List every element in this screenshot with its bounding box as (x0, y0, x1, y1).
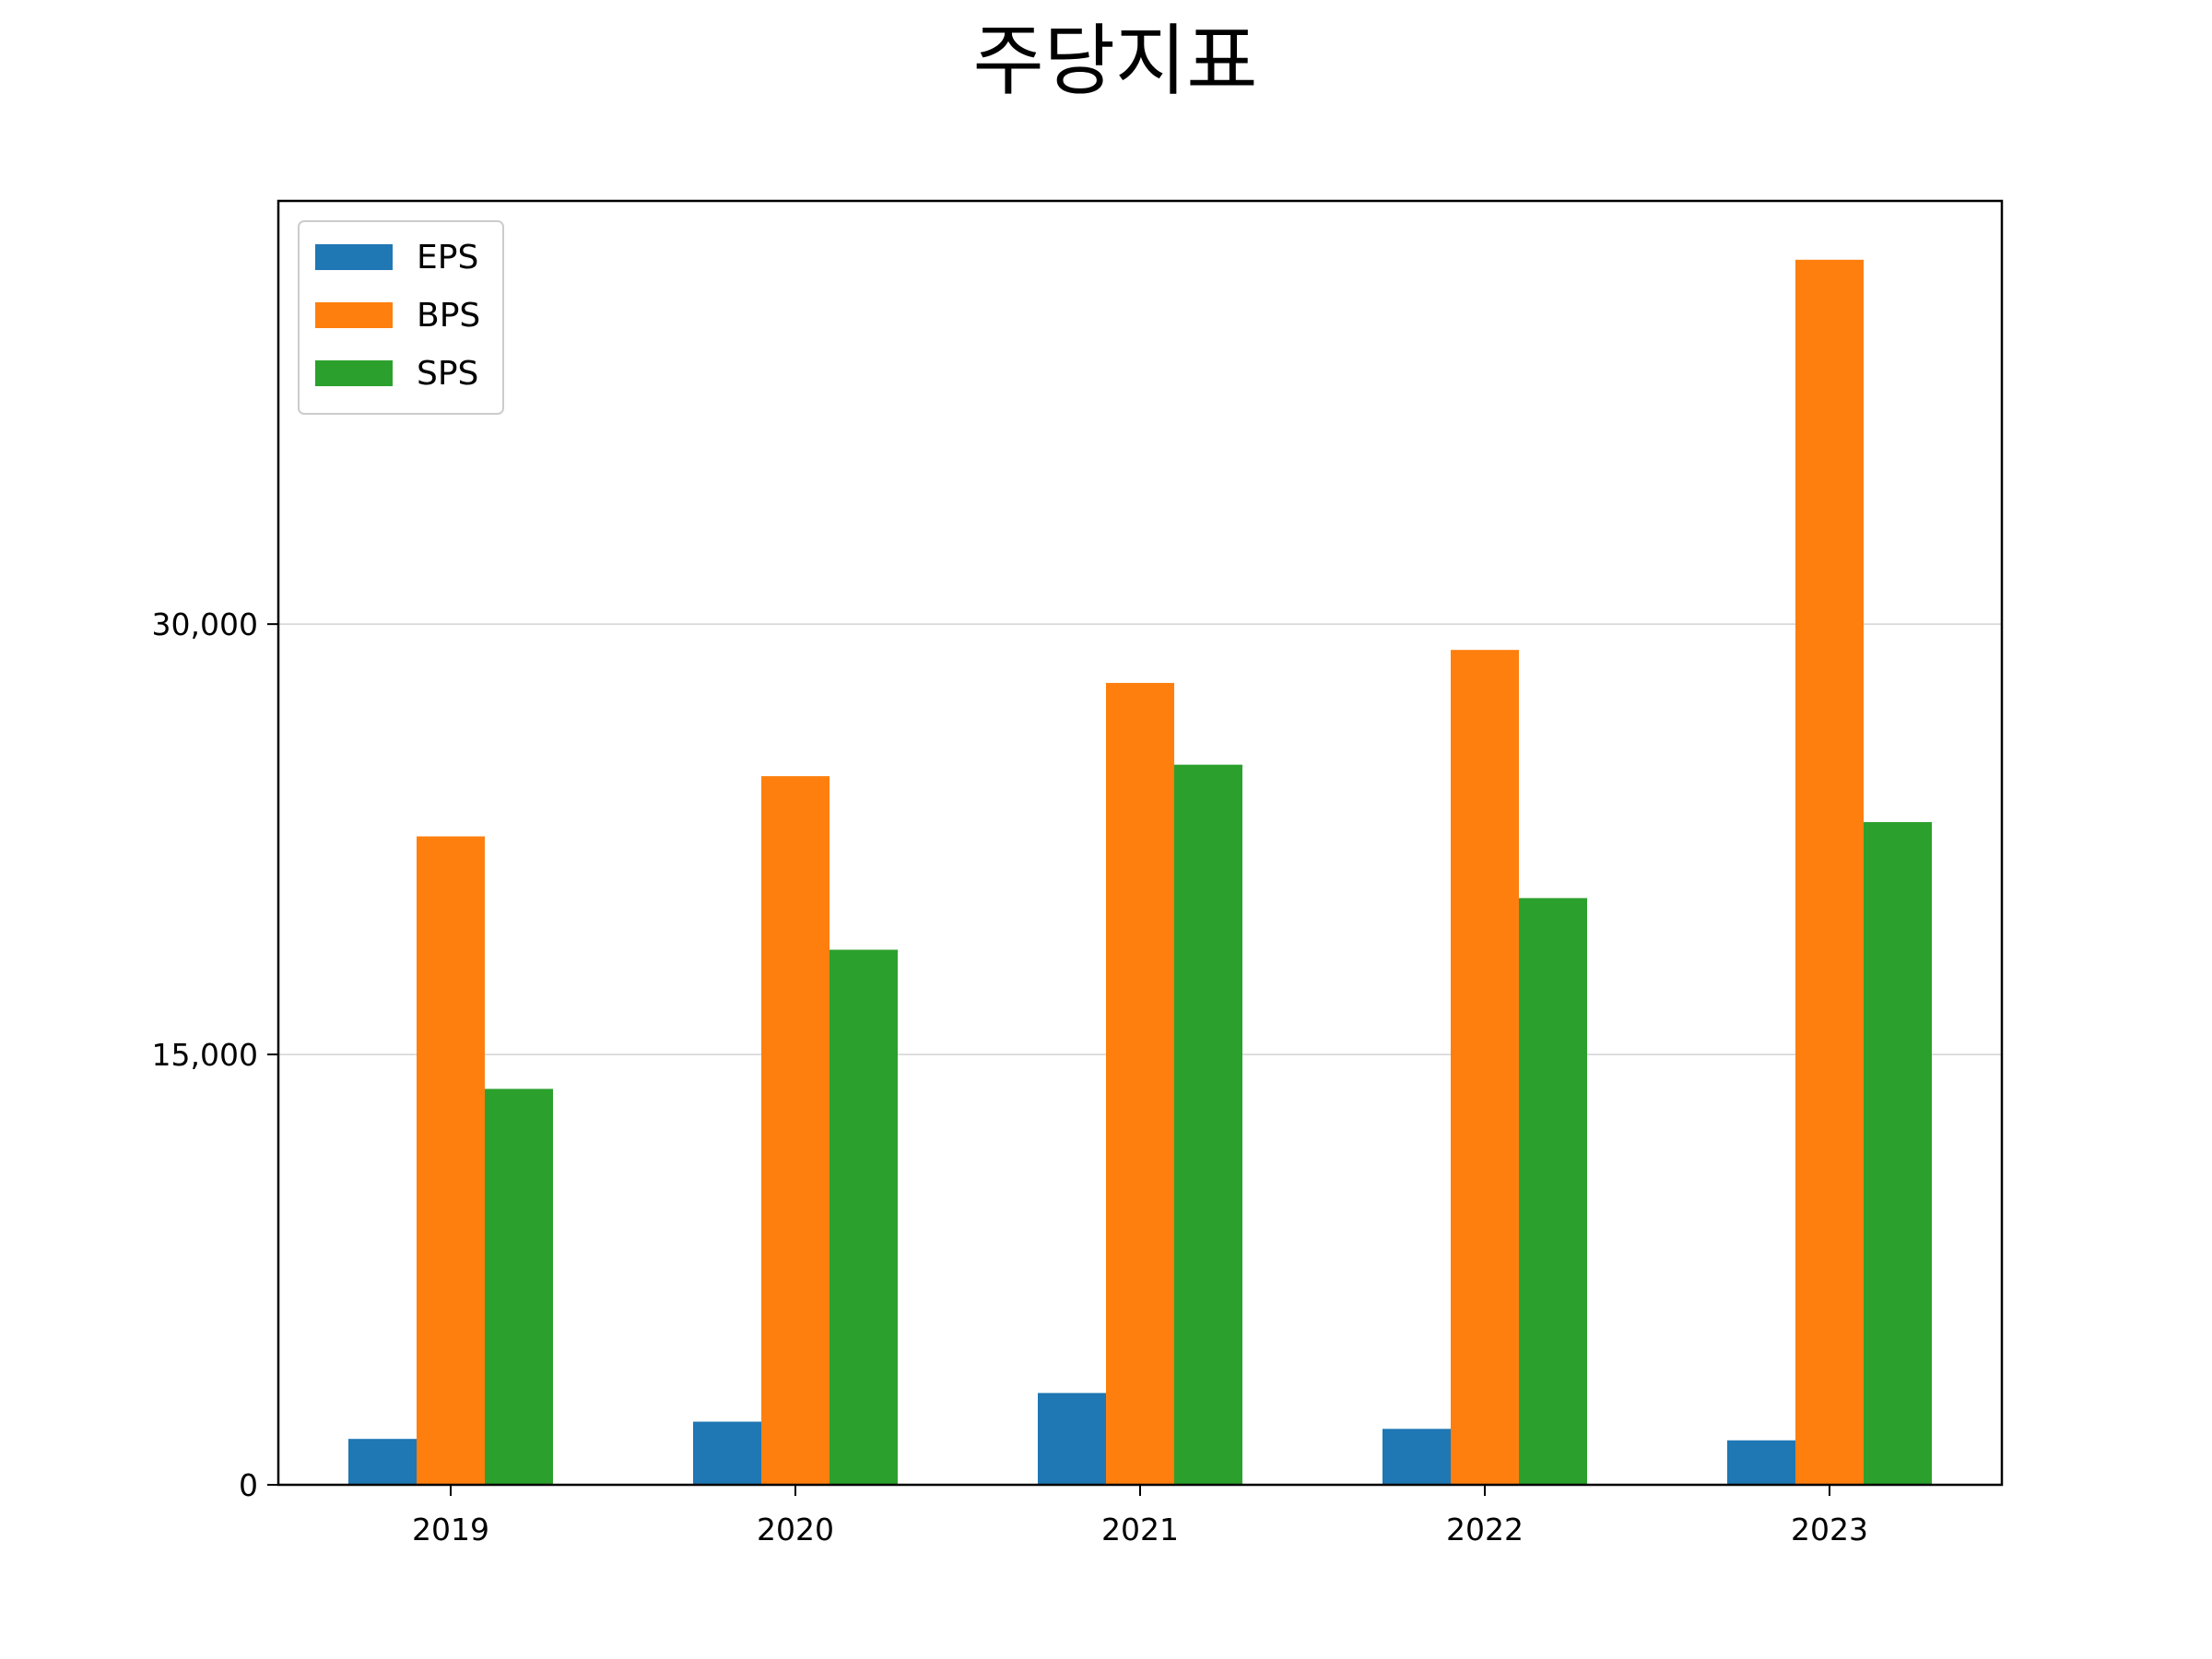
y-tick-label: 0 (239, 1467, 258, 1503)
bar-eps-2022 (1382, 1429, 1451, 1485)
legend-swatch-sps (315, 360, 393, 386)
legend-swatch-bps (315, 302, 393, 328)
bar-sps-2020 (830, 949, 898, 1485)
bar-bps-2020 (761, 776, 830, 1485)
bar-sps-2022 (1519, 898, 1587, 1485)
chart-title: 주당지표 (972, 16, 1257, 106)
legend-label-sps: SPS (417, 355, 478, 393)
x-tick-label: 2021 (1101, 1512, 1179, 1547)
x-tick-label: 2019 (412, 1512, 489, 1547)
bars (348, 259, 1932, 1485)
legend: EPS BPS SPS (298, 220, 504, 415)
legend-label-bps: BPS (417, 297, 480, 335)
x-axis: 2019 2020 2021 2022 2023 (412, 1485, 1868, 1547)
bar-bps-2019 (417, 836, 485, 1485)
bar-sps-2023 (1864, 821, 1932, 1485)
legend-swatch-eps (315, 244, 393, 270)
bar-eps-2023 (1727, 1440, 1795, 1485)
y-tick-label: 15,000 (152, 1037, 258, 1073)
bar-sps-2019 (485, 1088, 553, 1485)
bar-eps-2020 (693, 1421, 761, 1485)
x-tick-label: 2022 (1446, 1512, 1524, 1547)
bar-eps-2019 (348, 1439, 417, 1485)
y-axis: 0 15,000 30,000 (152, 606, 278, 1503)
x-tick-label: 2020 (757, 1512, 834, 1547)
bar-bps-2023 (1795, 259, 1864, 1485)
bar-eps-2021 (1038, 1393, 1106, 1485)
legend-label-eps: EPS (417, 239, 478, 276)
bar-bps-2022 (1451, 650, 1519, 1485)
bar-bps-2021 (1106, 682, 1174, 1485)
bar-sps-2021 (1174, 764, 1242, 1485)
x-tick-label: 2023 (1791, 1512, 1868, 1547)
y-tick-label: 30,000 (152, 606, 258, 642)
